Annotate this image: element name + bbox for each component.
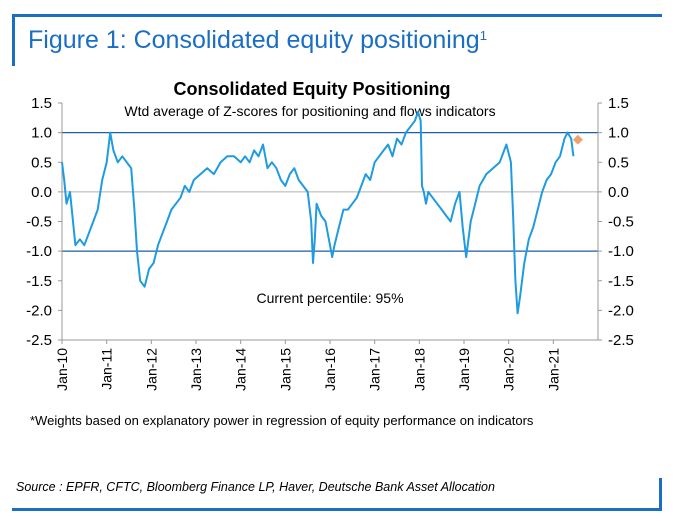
y-tick-right-label: -1.0: [608, 243, 634, 260]
x-tick-label: Jan-17: [367, 348, 383, 391]
y-tick-left-label: -2.5: [26, 332, 52, 349]
chart-subtitle: Wtd average of Z-scores for positioning …: [124, 103, 495, 119]
x-tick-label: Jan-16: [322, 348, 338, 391]
x-tick-label: Jan-10: [54, 348, 70, 391]
figure-label: Figure 1: Consolidated equity positionin…: [28, 26, 480, 54]
y-tick-left-label: -1.0: [26, 243, 52, 260]
figure-title: Figure 1: Consolidated equity positionin…: [28, 26, 487, 55]
y-tick-left-label: -2.0: [26, 302, 52, 319]
x-tick-label: Jan-21: [545, 348, 561, 391]
source-note: Source : EPFR, CFTC, Bloomberg Finance L…: [16, 480, 495, 494]
x-tick-label: Jan-18: [411, 348, 427, 391]
y-tick-right-label: 0.0: [608, 184, 629, 201]
line-chart: Consolidated Equity Positioning Wtd aver…: [26, 79, 634, 391]
y-axis-left-labels: 1.5 1.0 0.5 0.0 -0.5 -1.0 -1.5 -2.0 -2.5: [26, 95, 62, 349]
y-tick-left-label: 1.0: [31, 125, 52, 142]
y-tick-right-label: 1.0: [608, 125, 629, 142]
frame-left-border: [12, 14, 15, 66]
y-tick-left-label: -1.5: [26, 273, 52, 290]
y-tick-left-label: 0.0: [31, 184, 52, 201]
x-tick-label: Jan-13: [188, 348, 204, 391]
x-tick-label: Jan-12: [143, 348, 159, 391]
y-tick-right-label: 0.5: [608, 154, 629, 171]
chart-title: Consolidated Equity Positioning: [174, 79, 451, 99]
x-tick-label: Jan-11: [99, 348, 115, 390]
series-line: [61, 110, 575, 315]
percentile-annotation: Current percentile: 95%: [256, 290, 403, 306]
y-axis-right-labels: 1.5 1.0 0.5 0.0 -0.5 -1.0 -1.5 -2.0 -2.5: [598, 95, 634, 349]
x-tick-label: Jan-14: [233, 348, 249, 391]
frame-right-border: [659, 478, 662, 510]
x-tick-label: Jan-20: [501, 348, 517, 391]
x-tick-label: Jan-15: [277, 348, 293, 391]
frame-top-border: [12, 14, 662, 17]
y-tick-left-label: -0.5: [26, 214, 52, 231]
y-tick-right-label: -2.0: [608, 302, 634, 319]
y-tick-right-label: 1.5: [608, 95, 629, 112]
y-tick-right-label: -1.5: [608, 273, 634, 290]
y-tick-right-label: -0.5: [608, 214, 634, 231]
y-tick-right-label: -2.5: [608, 332, 634, 349]
reference-lines: [62, 132, 598, 252]
frame-bottom-border: [12, 508, 662, 511]
y-tick-left-label: 1.5: [31, 95, 52, 112]
figure-superscript: 1: [479, 28, 487, 43]
series-group: [61, 110, 583, 315]
footnote: *Weights based on explanatory power in r…: [30, 413, 534, 428]
current-value-marker: [572, 134, 583, 145]
x-tick-label: Jan-19: [456, 348, 472, 391]
x-axis-labels: Jan-10 Jan-11 Jan-12 Jan-13 Jan-14 Jan-15 Jan-…: [54, 340, 561, 391]
y-tick-left-label: 0.5: [31, 154, 52, 171]
